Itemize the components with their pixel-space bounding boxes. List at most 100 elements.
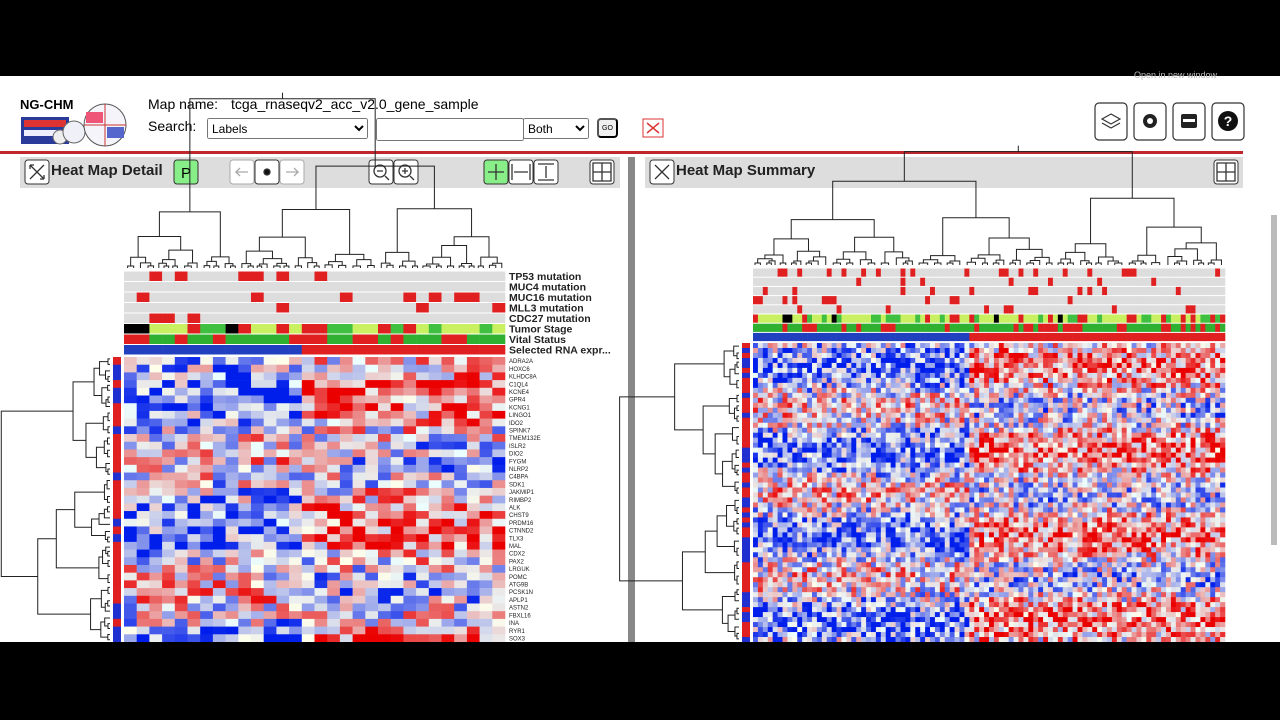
heatmap-cell [492, 626, 506, 635]
heatmap-cell [263, 511, 277, 520]
heatmap-cell [1220, 407, 1226, 414]
covariate-cell [890, 286, 896, 296]
heatmap-cell [1175, 457, 1182, 463]
heatmap-cell [403, 372, 417, 381]
heatmap-cell [905, 362, 911, 369]
covariate-cell [812, 332, 818, 342]
heatmap-cell [378, 511, 391, 520]
heatmap-cell [934, 362, 941, 369]
heatmap-cell [314, 603, 328, 612]
covariate-cell [1215, 296, 1221, 305]
heatmap-cell [1013, 437, 1019, 443]
heatmap-cell [954, 347, 960, 354]
heatmap-cell [212, 580, 226, 589]
heatmap-cell [890, 377, 896, 384]
heatmap-cell [225, 441, 239, 450]
heatmap-cell [1023, 452, 1029, 458]
zoom-out[interactable] [368, 159, 394, 185]
heatmap-cell [327, 518, 341, 527]
covariate-cell [807, 314, 813, 323]
dendrogram-branch [842, 251, 867, 260]
heatmap-cell [812, 377, 818, 384]
heatmap-cell [934, 417, 941, 424]
heatmap-cell [1180, 427, 1186, 433]
heatmap-cell [826, 437, 832, 443]
covariate-cell [861, 323, 867, 332]
heatmap-cell [836, 472, 842, 478]
covariate-cell [1038, 277, 1044, 286]
covariate-cell [762, 268, 769, 277]
heatmap-cell [1121, 343, 1127, 349]
covariate-cell [841, 268, 847, 277]
heatmap-cell [454, 380, 468, 389]
heatmap-cell [187, 626, 201, 635]
heatmap-cell [149, 557, 163, 566]
heatmap-cell [925, 452, 931, 458]
heatmap-cell [1072, 347, 1078, 354]
heatmap-cell [787, 407, 793, 414]
heatmap-cell [974, 457, 980, 463]
heatmap-cell [1107, 442, 1113, 448]
heatmap-cell [479, 541, 493, 550]
heatmap-cell [174, 541, 188, 550]
covariate-cell [767, 323, 773, 332]
heatmap-cell [1102, 462, 1108, 468]
covariate-cell [989, 277, 995, 286]
open-new-window[interactable]: Open in new window [1134, 70, 1218, 80]
heatmap-cell [301, 564, 315, 573]
row-covariate [113, 480, 121, 489]
covariate-cell [1033, 314, 1039, 323]
zoom-in[interactable] [393, 159, 419, 185]
heatmap-cell [1185, 372, 1191, 379]
heatmap-cell [797, 452, 803, 458]
heatmap-cell [812, 422, 818, 429]
heatmap-cell [187, 611, 201, 620]
covariate-cell [998, 268, 1005, 277]
heatmap-cell [772, 372, 778, 379]
heatmap-cell [149, 487, 163, 496]
heatmap-cell [871, 432, 877, 438]
heatmap-cell [1043, 412, 1049, 419]
heatmap-cell [753, 402, 759, 409]
heatmap-cell [1180, 407, 1186, 414]
heatmap-cell [846, 447, 852, 453]
heatmap-cell [979, 382, 985, 389]
row-covariate [113, 564, 121, 573]
heatmap-cell [871, 407, 877, 414]
heatmap-cell [352, 372, 366, 381]
heatmap-cell [1180, 382, 1186, 389]
covariate-cell [998, 314, 1005, 323]
dendrogram-branch [1114, 262, 1123, 265]
heatmap-cell [880, 407, 887, 414]
heatmap-cell [1161, 467, 1167, 473]
pin-button[interactable] [173, 159, 199, 185]
heatmap-cell [441, 611, 455, 620]
heatmap-cell [1121, 367, 1127, 374]
covariate-cell [866, 296, 872, 305]
heatmap-cell [1038, 392, 1044, 399]
panel-divider[interactable] [628, 157, 635, 642]
covariate-cell [149, 334, 163, 344]
heatmap-cell [1210, 402, 1216, 409]
heatmap-cell [479, 503, 493, 512]
heatmap-cell [212, 457, 226, 466]
heatmap-cell [403, 572, 417, 581]
heatmap-cell [1018, 472, 1024, 478]
covariate-cell [378, 292, 391, 302]
covariate-cell [787, 332, 793, 342]
layers-button[interactable] [1094, 102, 1128, 141]
heatmap-cell [812, 432, 818, 438]
heatmap-cell [301, 549, 315, 558]
heatmap-cell [174, 364, 188, 373]
heatmap-cell [1126, 452, 1132, 458]
covariate-cell [352, 313, 366, 323]
heatmap-cell [930, 467, 936, 473]
scrollbar[interactable] [1271, 215, 1277, 545]
heatmap-cell [880, 452, 887, 458]
dendrogram-branch [297, 257, 313, 266]
covariate-cell [1126, 323, 1132, 332]
heatmap-cell [1087, 352, 1093, 359]
heatmap-cell [1210, 347, 1216, 354]
covariate-cell [403, 324, 417, 334]
heatmap-cell [1116, 432, 1123, 438]
